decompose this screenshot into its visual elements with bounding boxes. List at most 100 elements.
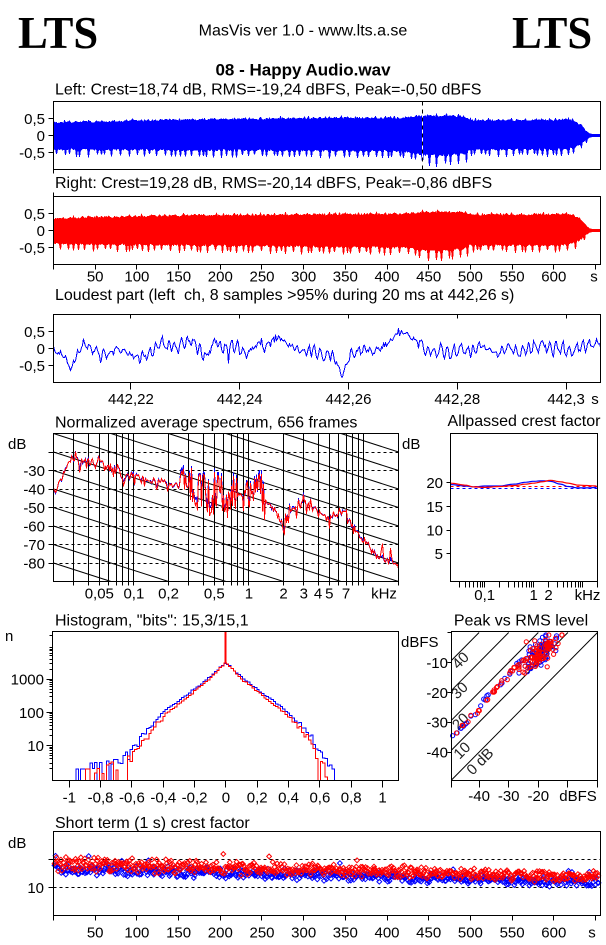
svg-text:Normalized average spectrum, 6: Normalized average spectrum, 656 frames xyxy=(55,415,357,432)
svg-text:08 - Happy Audio.wav: 08 - Happy Audio.wav xyxy=(215,61,391,80)
svg-text:-0,5: -0,5 xyxy=(19,358,45,375)
svg-text:500: 500 xyxy=(458,269,483,286)
svg-text:442,26: 442,26 xyxy=(326,391,372,408)
svg-text:1: 1 xyxy=(530,587,538,604)
svg-text:3: 3 xyxy=(300,586,308,603)
svg-text:442,3: 442,3 xyxy=(547,391,585,408)
svg-text:5: 5 xyxy=(325,586,333,603)
svg-text:0,8: 0,8 xyxy=(341,790,362,807)
svg-text:kHz: kHz xyxy=(575,587,601,604)
svg-text:50: 50 xyxy=(87,269,104,286)
svg-text:100: 100 xyxy=(124,925,149,942)
svg-text:0: 0 xyxy=(37,341,45,358)
svg-text:dBFS: dBFS xyxy=(559,788,597,805)
svg-text:10: 10 xyxy=(27,880,44,897)
svg-text:-0,6: -0,6 xyxy=(119,790,145,807)
svg-text:-0,5: -0,5 xyxy=(19,240,45,257)
svg-text:10: 10 xyxy=(27,738,44,755)
svg-text:-20: -20 xyxy=(426,685,448,702)
svg-text:0,5: 0,5 xyxy=(24,324,45,341)
svg-text:-20: -20 xyxy=(527,788,549,805)
svg-text:-40: -40 xyxy=(468,788,490,805)
svg-text:600: 600 xyxy=(541,269,566,286)
svg-text:150: 150 xyxy=(166,269,191,286)
svg-text:-0,8: -0,8 xyxy=(88,790,114,807)
svg-text:0,1: 0,1 xyxy=(123,586,144,603)
svg-text:4: 4 xyxy=(314,586,322,603)
svg-text:200: 200 xyxy=(208,925,233,942)
svg-text:-50: -50 xyxy=(23,500,45,517)
svg-text:-30: -30 xyxy=(23,463,45,480)
svg-text:Allpassed crest factor: Allpassed crest factor xyxy=(448,413,602,430)
svg-text:10: 10 xyxy=(426,523,443,540)
svg-text:-30: -30 xyxy=(498,788,520,805)
svg-text:dB: dB xyxy=(8,835,26,852)
svg-text:350: 350 xyxy=(333,925,358,942)
svg-text:0,2: 0,2 xyxy=(247,790,268,807)
svg-text:7: 7 xyxy=(342,586,350,603)
svg-text:-1: -1 xyxy=(63,790,76,807)
svg-text:1: 1 xyxy=(378,790,386,807)
svg-text:450: 450 xyxy=(416,269,441,286)
svg-text:Left: Crest=18,74 dB, RMS=-19,: Left: Crest=18,74 dB, RMS=-19,24 dBFS, P… xyxy=(55,82,481,99)
svg-text:450: 450 xyxy=(416,925,441,942)
svg-text:2: 2 xyxy=(279,586,287,603)
svg-text:0,5: 0,5 xyxy=(24,206,45,223)
svg-text:-70: -70 xyxy=(23,537,45,554)
svg-text:400: 400 xyxy=(374,269,399,286)
svg-text:300: 300 xyxy=(291,269,316,286)
svg-text:Peak vs RMS level: Peak vs RMS level xyxy=(454,613,588,630)
svg-text:500: 500 xyxy=(458,925,483,942)
svg-text:100: 100 xyxy=(19,705,44,722)
svg-text:0,2: 0,2 xyxy=(158,586,179,603)
svg-text:0,4: 0,4 xyxy=(278,790,299,807)
svg-text:s: s xyxy=(588,925,596,942)
svg-text:0,5: 0,5 xyxy=(204,586,225,603)
svg-text:0,6: 0,6 xyxy=(309,790,330,807)
svg-text:350: 350 xyxy=(333,269,358,286)
svg-text:Short term (1 s) crest factor: Short term (1 s) crest factor xyxy=(55,815,250,832)
svg-text:-30: -30 xyxy=(426,715,448,732)
svg-text:0,05: 0,05 xyxy=(85,586,114,603)
svg-text:442,24: 442,24 xyxy=(217,391,263,408)
svg-text:100: 100 xyxy=(124,269,149,286)
svg-text:400: 400 xyxy=(374,925,399,942)
svg-text:LTS: LTS xyxy=(18,7,98,58)
svg-text:200: 200 xyxy=(208,269,233,286)
svg-text:s: s xyxy=(590,269,598,286)
svg-text:kHz: kHz xyxy=(371,586,397,603)
svg-text:dB: dB xyxy=(402,436,420,453)
svg-text:n: n xyxy=(5,628,13,645)
svg-text:0: 0 xyxy=(222,790,230,807)
svg-text:442,28: 442,28 xyxy=(434,391,480,408)
svg-text:s: s xyxy=(591,391,599,408)
svg-text:250: 250 xyxy=(249,925,274,942)
svg-text:150: 150 xyxy=(166,925,191,942)
svg-text:0: 0 xyxy=(37,128,45,145)
svg-text:dBFS: dBFS xyxy=(401,634,439,651)
svg-text:50: 50 xyxy=(87,925,104,942)
svg-text:Histogram, "bits": 15,3/15,1: Histogram, "bits": 15,3/15,1 xyxy=(55,613,249,630)
svg-text:LTS: LTS xyxy=(512,7,592,58)
svg-text:0: 0 xyxy=(37,223,45,240)
svg-text:-40: -40 xyxy=(23,482,45,499)
svg-text:-10: -10 xyxy=(426,655,448,672)
svg-text:5: 5 xyxy=(435,546,443,563)
svg-text:1: 1 xyxy=(245,586,253,603)
svg-text:0,1: 0,1 xyxy=(474,587,495,604)
svg-text:-60: -60 xyxy=(23,519,45,536)
svg-text:1000: 1000 xyxy=(11,672,44,689)
svg-text:-0,5: -0,5 xyxy=(19,145,45,162)
svg-text:MasVis ver 1.0 - www.lts.a.se: MasVis ver 1.0 - www.lts.a.se xyxy=(199,23,408,40)
svg-text:600: 600 xyxy=(541,925,566,942)
svg-text:442,22: 442,22 xyxy=(108,391,154,408)
svg-text:300: 300 xyxy=(291,925,316,942)
svg-text:-40: -40 xyxy=(426,745,448,762)
svg-text:550: 550 xyxy=(500,269,525,286)
svg-text:0,5: 0,5 xyxy=(24,111,45,128)
svg-text:20: 20 xyxy=(426,475,443,492)
svg-text:2: 2 xyxy=(544,587,552,604)
svg-text:-0,2: -0,2 xyxy=(182,790,208,807)
svg-text:Right: Crest=19,28 dB, RMS=-20: Right: Crest=19,28 dB, RMS=-20,14 dBFS, … xyxy=(55,175,492,192)
svg-text:550: 550 xyxy=(500,925,525,942)
